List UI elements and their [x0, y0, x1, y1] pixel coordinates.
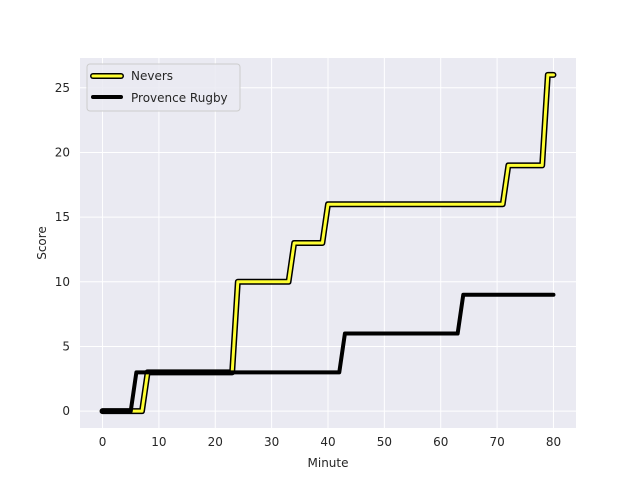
- y-tick-labels: 0 5 10 15 20 25: [55, 81, 70, 418]
- y-tick-label: 5: [62, 339, 70, 353]
- legend: Nevers Provence Rugby: [87, 64, 240, 111]
- y-tick-label: 10: [55, 275, 70, 289]
- legend-label-provence-rugby: Provence Rugby: [131, 91, 228, 105]
- x-tick-label: 0: [99, 435, 107, 449]
- y-tick-label: 25: [55, 81, 70, 95]
- x-tick-label: 10: [151, 435, 166, 449]
- y-tick-label: 15: [55, 210, 70, 224]
- x-tick-labels: 0 10 20 30 40 50 60 70 80: [99, 435, 561, 449]
- x-tick-label: 20: [208, 435, 223, 449]
- x-tick-label: 60: [433, 435, 448, 449]
- x-axis-label: Minute: [308, 456, 349, 470]
- y-tick-label: 0: [62, 404, 70, 418]
- x-tick-label: 50: [377, 435, 392, 449]
- x-tick-label: 40: [320, 435, 335, 449]
- y-tick-label: 20: [55, 145, 70, 159]
- y-axis-label: Score: [35, 226, 49, 260]
- legend-label-nevers: Nevers: [131, 69, 173, 83]
- x-tick-label: 70: [489, 435, 504, 449]
- x-tick-label: 80: [546, 435, 561, 449]
- x-tick-label: 30: [264, 435, 279, 449]
